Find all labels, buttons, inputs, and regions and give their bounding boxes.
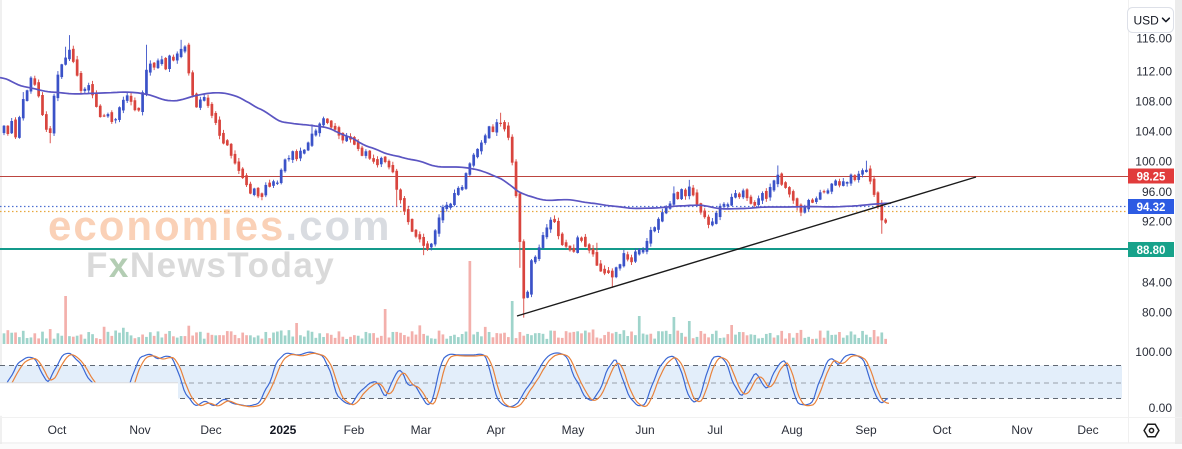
svg-text:116.00: 116.00 xyxy=(1136,32,1172,46)
svg-text:108.00: 108.00 xyxy=(1135,95,1172,109)
svg-text:92.00: 92.00 xyxy=(1142,215,1172,229)
svg-text:Aug: Aug xyxy=(781,423,802,437)
svg-text:0.00: 0.00 xyxy=(1149,401,1173,415)
svg-text:FxNewsToday: FxNewsToday xyxy=(86,246,335,285)
svg-text:94.32: 94.32 xyxy=(1137,202,1166,214)
svg-text:Oct: Oct xyxy=(933,423,952,437)
svg-text:Dec: Dec xyxy=(200,423,221,437)
svg-text:88.80: 88.80 xyxy=(1137,245,1166,257)
svg-text:Jun: Jun xyxy=(635,423,654,437)
svg-text:May: May xyxy=(562,423,585,437)
svg-text:Dec: Dec xyxy=(1077,423,1098,437)
svg-text:Jul: Jul xyxy=(707,423,722,437)
svg-text:Nov: Nov xyxy=(1011,423,1032,437)
svg-text:Oct: Oct xyxy=(48,423,67,437)
svg-text:112.00: 112.00 xyxy=(1136,65,1172,79)
svg-text:Feb: Feb xyxy=(344,423,365,437)
svg-text:96.00: 96.00 xyxy=(1142,185,1172,199)
svg-text:84.00: 84.00 xyxy=(1142,276,1172,290)
svg-text:98.25: 98.25 xyxy=(1137,171,1166,183)
svg-text:Apr: Apr xyxy=(487,423,506,437)
svg-text:104.00: 104.00 xyxy=(1135,125,1172,139)
svg-text:economies.com: economies.com xyxy=(48,202,391,249)
svg-text:Sep: Sep xyxy=(855,423,877,437)
svg-text:Nov: Nov xyxy=(129,423,150,437)
svg-text:Mar: Mar xyxy=(411,423,432,437)
svg-text:2025: 2025 xyxy=(270,423,297,437)
svg-text:80.00: 80.00 xyxy=(1142,306,1172,320)
svg-text:100.00: 100.00 xyxy=(1135,155,1172,169)
svg-text:100.00: 100.00 xyxy=(1135,345,1172,359)
svg-text:USD: USD xyxy=(1134,14,1160,28)
